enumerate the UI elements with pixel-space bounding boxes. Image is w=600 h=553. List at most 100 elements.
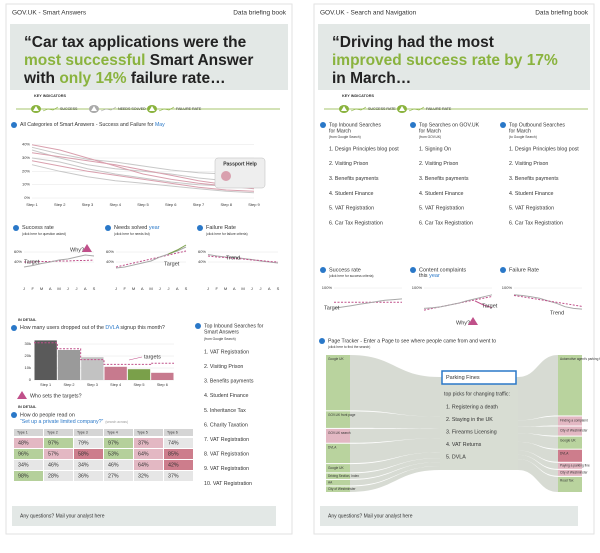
list-title: Top Inbound Searches	[329, 122, 381, 128]
y-tick-label: 30%	[22, 155, 30, 160]
footer-box	[320, 506, 578, 526]
pick-item[interactable]: 3. Firearms Licensing	[446, 429, 497, 435]
quote-line: improved success rate by 17%	[332, 52, 558, 69]
node	[558, 469, 582, 476]
info-icon	[410, 122, 416, 128]
header-book: Data briefing book	[535, 10, 589, 17]
quote-box	[10, 24, 288, 90]
key-tab	[28, 91, 72, 101]
info-icon	[11, 412, 17, 418]
x-tick-label: J	[23, 286, 25, 291]
pick-item[interactable]: 4. VAT Returns	[446, 442, 482, 448]
node-label: Google UK	[328, 466, 344, 470]
x-tick-label: Step 3	[87, 383, 98, 387]
table-cell	[134, 460, 163, 470]
node-label: City of Westminster	[560, 428, 589, 432]
node-label: Finding a complaint	[560, 418, 588, 422]
indicator-label: FAILURE RATE	[426, 107, 452, 111]
list-item: 5. VAT Registration	[329, 206, 374, 212]
node-label: City of Westminster	[328, 487, 357, 491]
flow	[518, 416, 558, 427]
x-tick-label: A	[49, 286, 52, 291]
center-band	[440, 377, 518, 470]
table-cell	[164, 438, 193, 448]
search-box[interactable]	[441, 370, 517, 385]
list-title: Top Inbound Searches for	[204, 323, 264, 329]
annotation: Target	[324, 305, 340, 311]
info-icon	[319, 338, 325, 344]
table-cell	[14, 471, 43, 481]
info-icon	[500, 122, 506, 128]
cell-text: 96%	[18, 451, 29, 457]
table-cell	[44, 449, 73, 459]
quote-part: failure rate…	[127, 70, 226, 87]
x-tick-label: Step 2	[54, 202, 66, 207]
section-title: All Categories of Smart Answers - Succes…	[20, 122, 165, 128]
search-text[interactable]: Parking Fines	[446, 375, 480, 381]
bar	[127, 369, 151, 380]
list-item: 2. Visiting Prison	[509, 161, 548, 167]
list-item: 1. VAT Registration	[204, 349, 249, 355]
indicator-arrow	[33, 106, 39, 111]
footer-link[interactable]: Any questions? Mail your analyst here	[20, 513, 105, 519]
node	[558, 416, 582, 426]
indicator-label: FAILURE RATE	[176, 107, 202, 111]
y-tick-label: 100%	[412, 285, 423, 290]
cell-text: 74%	[168, 440, 179, 446]
right-panel	[313, 3, 595, 535]
node	[558, 449, 582, 462]
pick-item[interactable]: 5. DVLA	[446, 454, 466, 460]
list-item: 4. Student Finance	[204, 393, 249, 399]
q-note: (search across)	[105, 420, 128, 424]
series-line	[24, 259, 95, 263]
list-note: (to Google Search)	[509, 135, 537, 139]
indicator-label: SUCCESS RATE	[368, 107, 396, 111]
list-note: (from GOV.UK)	[419, 135, 441, 139]
title-link: May	[155, 122, 165, 128]
series-line	[513, 294, 583, 310]
tooltip-title: Passport Help	[223, 161, 257, 167]
y-tick-label: 60%	[106, 249, 114, 254]
cell-text: 34%	[18, 462, 29, 468]
kpi-title: Failure Rate	[206, 225, 236, 231]
header-label: Type 5	[137, 430, 148, 434]
list-title-link: for March	[419, 128, 441, 134]
quote-part: “Driving had the most	[332, 34, 494, 51]
list-item: 6. Car Tax Registration	[329, 220, 383, 226]
y-tick-label: 10k	[25, 365, 31, 370]
header-title: GOV.UK - Smart Answers	[12, 10, 87, 17]
footer-link[interactable]: Any questions? Mail your analyst here	[328, 513, 413, 519]
picks-title: top picks for changing traffic:	[444, 391, 510, 397]
title-part: Needs solved	[114, 225, 149, 231]
info-icon	[197, 225, 203, 231]
pick-item[interactable]: 2. Staying in the UK	[446, 417, 493, 423]
header-cell	[44, 429, 73, 436]
kpi-title: Needs solved year	[114, 225, 160, 231]
list-item: 2. Visiting Prison	[419, 161, 458, 167]
link[interactable]: Who sets the targets?	[30, 393, 82, 399]
y-tick-label: 0%	[24, 195, 30, 200]
kpi-title: Content complaints	[419, 267, 466, 273]
series-line	[23, 254, 95, 268]
table-cell	[134, 449, 163, 459]
series-line	[168, 244, 187, 255]
table-cell	[14, 460, 43, 470]
cell-text: 37%	[168, 473, 179, 479]
list-item: 5. VAT Registration	[509, 206, 554, 212]
series-line	[474, 300, 493, 309]
series-line	[423, 294, 493, 309]
flow	[350, 411, 440, 429]
list-item: 4. Student Finance	[419, 191, 464, 197]
node-label: GOV.UK search	[328, 431, 351, 435]
series-line	[31, 160, 255, 192]
x-tick-label: M	[132, 286, 135, 291]
annotation: Trend	[550, 310, 564, 316]
cell-text: 48%	[18, 440, 29, 446]
quote-part: most successful	[24, 52, 145, 69]
flow	[350, 452, 440, 473]
pick-item[interactable]: 1. Registering a death	[446, 404, 498, 410]
kpi-note: (click here for failure criteria)	[206, 232, 248, 236]
quote-part: with	[23, 70, 59, 87]
x-tick-label: Step 4	[109, 202, 121, 207]
x-tick-label: Step 5	[134, 383, 145, 387]
